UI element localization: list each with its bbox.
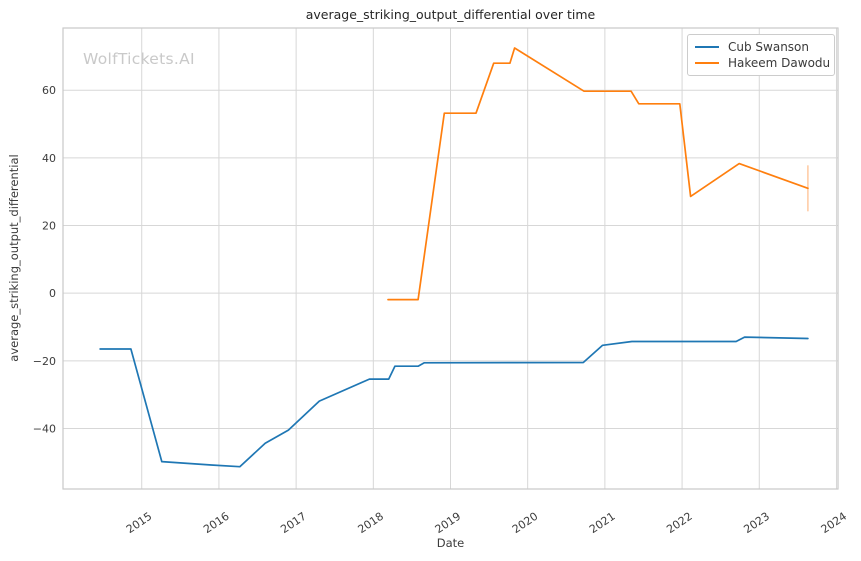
svg-text:−40: −40 (33, 422, 56, 435)
svg-text:20: 20 (42, 220, 56, 233)
legend: Cub Swanson Hakeem Dawodu (687, 34, 835, 76)
y-axis-label: average_striking_output_differential (7, 154, 21, 362)
svg-text:2022: 2022 (664, 510, 694, 536)
svg-text:2024: 2024 (819, 510, 849, 536)
svg-text:2017: 2017 (278, 510, 308, 536)
x-axis-label: Date (436, 536, 465, 550)
legend-item-hakeem-dawodu: Hakeem Dawodu (695, 56, 831, 71)
legend-item-cub-swanson: Cub Swanson (695, 40, 827, 54)
svg-text:40: 40 (42, 152, 56, 165)
legend-line-sample-orange (695, 62, 719, 65)
legend-label: Cub Swanson (728, 39, 810, 54)
svg-text:−20: −20 (33, 355, 56, 368)
svg-text:0: 0 (49, 287, 56, 300)
svg-text:2016: 2016 (201, 510, 231, 536)
svg-text:2020: 2020 (510, 510, 540, 536)
svg-text:2018: 2018 (356, 510, 386, 536)
legend-line-sample-blue (695, 45, 719, 48)
svg-text:2019: 2019 (433, 510, 463, 536)
svg-text:60: 60 (42, 84, 56, 97)
svg-text:2023: 2023 (741, 510, 771, 536)
legend-label: Hakeem Dawodu (728, 56, 831, 71)
svg-text:2015: 2015 (124, 510, 154, 536)
svg-text:2021: 2021 (587, 510, 617, 536)
chart-title: average_striking_output_differential ove… (305, 7, 596, 22)
watermark: WolfTickets.AI (83, 50, 195, 68)
